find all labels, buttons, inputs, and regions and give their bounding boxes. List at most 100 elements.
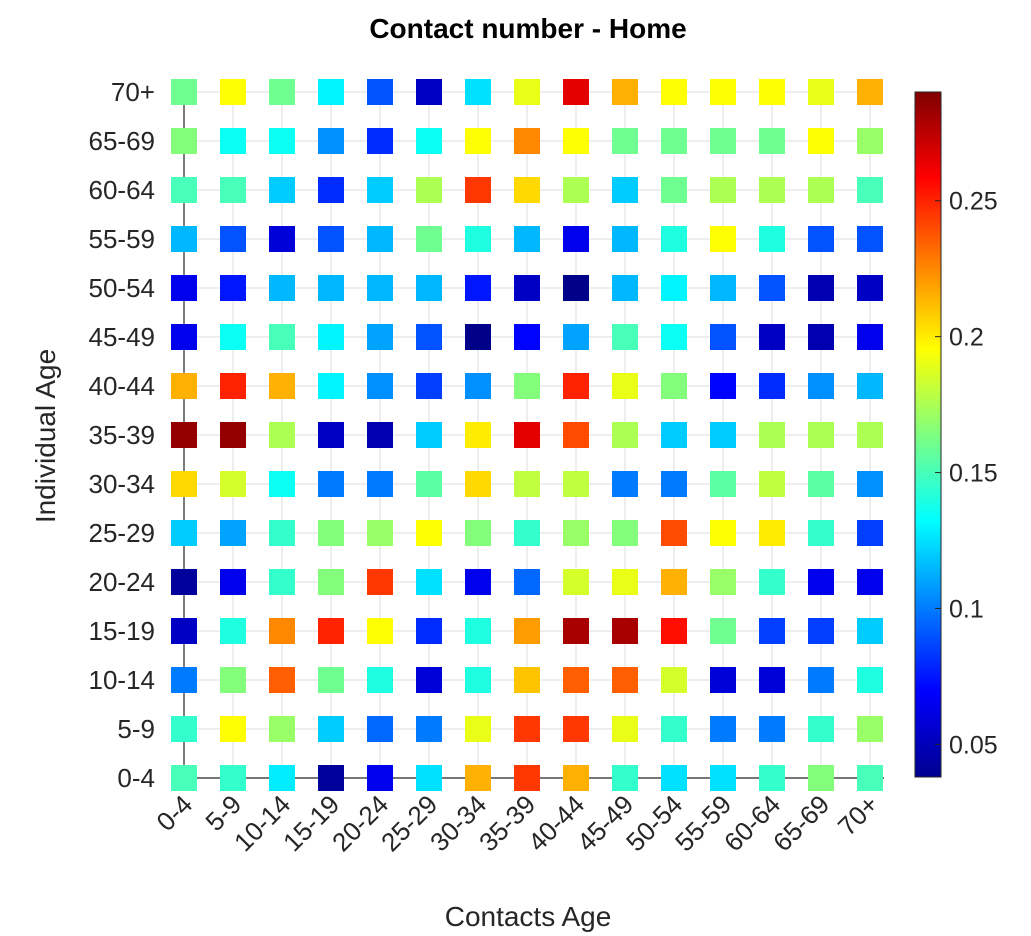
heatmap-cell bbox=[808, 177, 834, 203]
y-tick-label: 20-24 bbox=[89, 567, 156, 597]
colorbar-gradient bbox=[914, 91, 942, 778]
heatmap-cell bbox=[857, 275, 883, 301]
heatmap-cell bbox=[563, 226, 589, 252]
heatmap-cell bbox=[367, 324, 393, 350]
heatmap-cell bbox=[171, 79, 197, 105]
heatmap-cell bbox=[171, 422, 197, 448]
heatmap-cell bbox=[318, 324, 344, 350]
heatmap-cell bbox=[318, 177, 344, 203]
heatmap-cell bbox=[416, 618, 442, 644]
heatmap-cell bbox=[367, 716, 393, 742]
heatmap-cell bbox=[759, 275, 785, 301]
heatmap-cell bbox=[171, 667, 197, 693]
heatmap-cell bbox=[612, 471, 638, 497]
heatmap-cell bbox=[661, 373, 687, 399]
heatmap-cell bbox=[808, 324, 834, 350]
y-tick-label: 30-34 bbox=[89, 469, 156, 499]
y-tick-label: 60-64 bbox=[89, 175, 156, 205]
heatmap-cell bbox=[220, 716, 246, 742]
y-tick-label: 25-29 bbox=[89, 518, 156, 548]
heatmap-cell bbox=[710, 716, 736, 742]
heatmap-cell bbox=[759, 471, 785, 497]
heatmap-cell bbox=[171, 373, 197, 399]
heatmap-cell bbox=[563, 618, 589, 644]
heatmap-cell bbox=[563, 471, 589, 497]
heatmap-cell bbox=[465, 177, 491, 203]
heatmap-cell bbox=[416, 422, 442, 448]
x-tick-label: 30-34 bbox=[424, 789, 492, 857]
heatmap-cell bbox=[171, 128, 197, 154]
heatmap-cell bbox=[171, 716, 197, 742]
heatmap-cell bbox=[220, 373, 246, 399]
heatmap-cell bbox=[857, 177, 883, 203]
x-tick-label: 65-69 bbox=[767, 789, 835, 857]
heatmap-cell bbox=[808, 765, 834, 791]
heatmap-cell bbox=[220, 520, 246, 546]
heatmap-cell bbox=[710, 471, 736, 497]
heatmap-cell bbox=[318, 128, 344, 154]
y-tick-label: 70+ bbox=[111, 77, 155, 107]
heatmap-cell bbox=[857, 520, 883, 546]
y-tick-label: 35-39 bbox=[89, 420, 156, 450]
heatmap-cell bbox=[514, 667, 540, 693]
heatmap-cell bbox=[661, 422, 687, 448]
x-tick-labels: 0-4 5-910-1415-1920-2425-2930-3435-3940-4… bbox=[150, 789, 884, 857]
heatmap-cell bbox=[465, 128, 491, 154]
heatmap-cell bbox=[465, 765, 491, 791]
heatmap-cell bbox=[367, 569, 393, 595]
heatmap-cell bbox=[416, 765, 442, 791]
heatmap-cell bbox=[661, 569, 687, 595]
heatmap-cell bbox=[661, 128, 687, 154]
heatmap-cell bbox=[514, 226, 540, 252]
heatmap-cell bbox=[710, 226, 736, 252]
colorbar-tick-label: 0.15 bbox=[949, 460, 998, 488]
heatmap-cell bbox=[171, 226, 197, 252]
heatmap-cell bbox=[710, 569, 736, 595]
heatmap-cell bbox=[367, 275, 393, 301]
heatmap-cell bbox=[269, 520, 295, 546]
heatmap-cell bbox=[857, 128, 883, 154]
heatmap-cell bbox=[710, 79, 736, 105]
heatmap-cell bbox=[563, 324, 589, 350]
heatmap-cell bbox=[269, 128, 295, 154]
heatmap-cell bbox=[661, 716, 687, 742]
heatmap-cell bbox=[269, 226, 295, 252]
heatmap-cell bbox=[759, 422, 785, 448]
heatmap-cell bbox=[269, 765, 295, 791]
heatmap-cell bbox=[269, 422, 295, 448]
heatmap-cell bbox=[171, 471, 197, 497]
heatmap-cell bbox=[514, 79, 540, 105]
heatmap-cell bbox=[710, 520, 736, 546]
heatmap-cell bbox=[661, 275, 687, 301]
heatmap-cell bbox=[465, 471, 491, 497]
heatmap-cell bbox=[318, 716, 344, 742]
heatmap-cell bbox=[220, 471, 246, 497]
heatmap-cell bbox=[318, 520, 344, 546]
heatmap-cell bbox=[318, 765, 344, 791]
heatmap-cell bbox=[514, 422, 540, 448]
heatmap-cell bbox=[416, 471, 442, 497]
heatmap-cell bbox=[220, 128, 246, 154]
heatmap-cell bbox=[269, 667, 295, 693]
heatmap-cell bbox=[220, 765, 246, 791]
heatmap-cell bbox=[220, 569, 246, 595]
heatmap-cell bbox=[171, 520, 197, 546]
heatmap-cell bbox=[612, 618, 638, 644]
heatmap-cell bbox=[759, 226, 785, 252]
heatmap-cell bbox=[514, 471, 540, 497]
heatmap-cell bbox=[759, 324, 785, 350]
heatmap-cell bbox=[514, 618, 540, 644]
x-tick-label: 50-54 bbox=[620, 789, 688, 857]
heatmap-cell bbox=[220, 618, 246, 644]
heatmap-cell bbox=[612, 226, 638, 252]
heatmap-cell bbox=[857, 226, 883, 252]
heatmap-cell bbox=[661, 520, 687, 546]
heatmap-cell bbox=[367, 226, 393, 252]
heatmap-cell bbox=[465, 569, 491, 595]
heatmap-cell bbox=[171, 177, 197, 203]
heatmap-cell bbox=[220, 324, 246, 350]
heatmap-cell bbox=[612, 569, 638, 595]
heatmap-cell bbox=[563, 177, 589, 203]
heatmap-cell bbox=[612, 716, 638, 742]
y-tick-label: 55-59 bbox=[89, 224, 156, 254]
